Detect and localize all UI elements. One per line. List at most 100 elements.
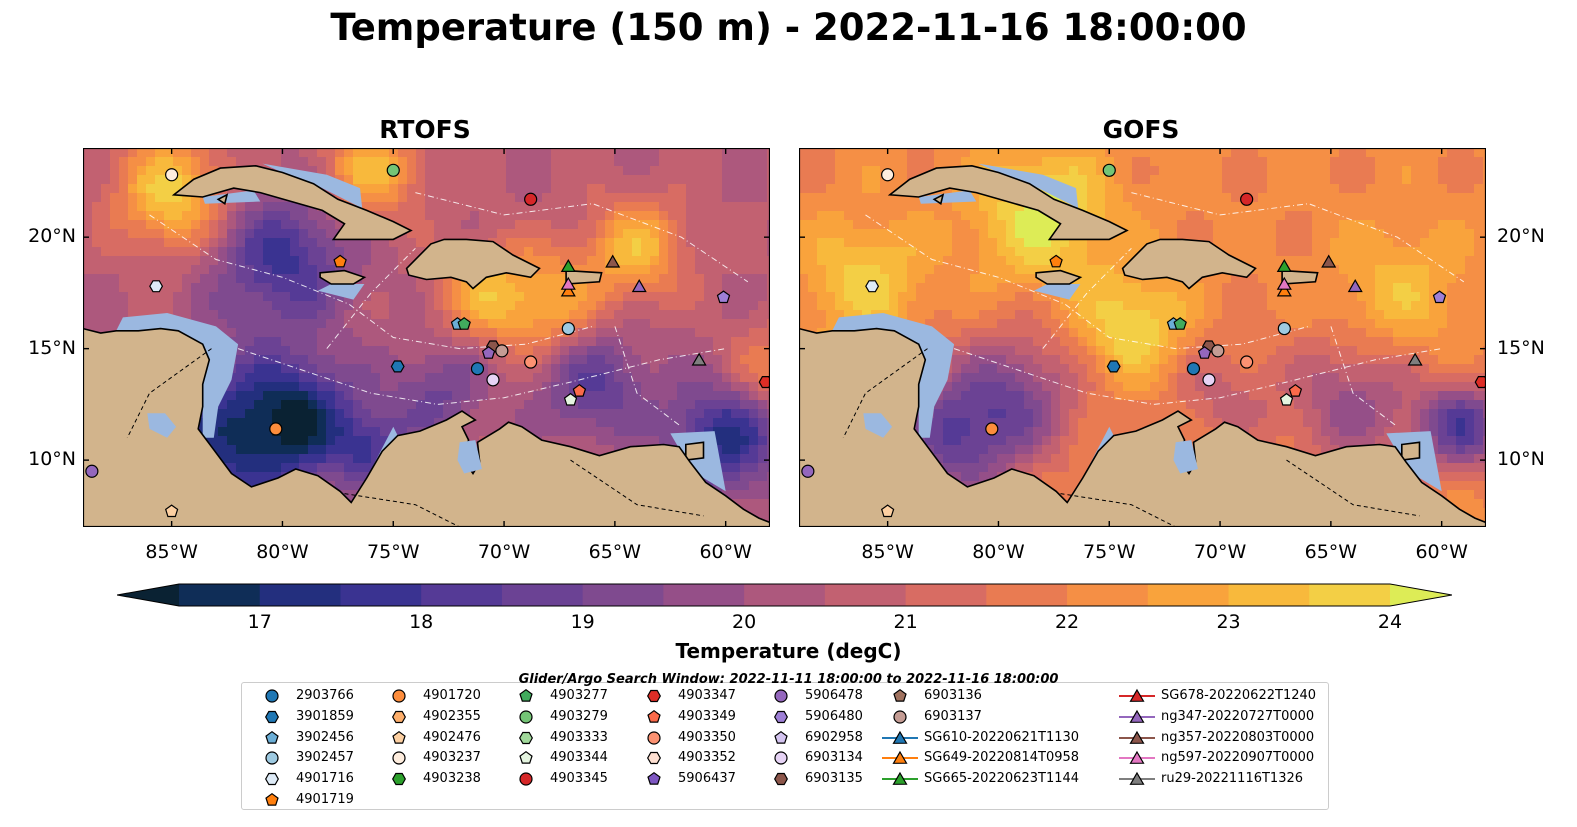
legend-label: SG665-20220623T1144 [924,771,1080,787]
eez-boundary [865,214,1309,350]
land-mass [171,164,413,241]
observation-marker [881,168,895,182]
legend-label: ru29-20221116T1326 [1161,771,1304,787]
legend-marker [892,751,908,765]
legend-marker [893,688,907,702]
legend-marker-icon [519,710,533,724]
legend-label: 2903766 [296,688,354,703]
gofs-lon-tick: 60°W [1415,541,1468,563]
legend-marker [774,730,788,744]
observation-marker [1211,344,1225,358]
legend-marker [892,730,908,744]
legend-label: 4903238 [423,771,481,787]
legend-marker [774,710,788,723]
land-mass [799,327,1486,527]
legend-marker [1129,730,1145,744]
colorbar-extend-high [1390,584,1452,606]
legend-marker [392,689,406,703]
observation-marker [880,504,895,518]
legend-label: 6903134 [805,750,863,766]
legend-marker [265,792,279,806]
observation-marker [1197,346,1212,359]
observation-marker [1288,383,1303,397]
observation-marker [631,278,647,293]
colorbar-segment [582,584,664,606]
eez-boundary [1042,247,1132,349]
legend-marker-icon [265,792,279,806]
legend-marker-icon [392,751,406,765]
land-mass [684,441,705,462]
legend-label: 5906437 [678,771,736,787]
land-mass [1035,269,1083,285]
legend-label: 4903349 [678,708,736,724]
colorbar-segment [1228,584,1310,606]
legend-marker-icon [265,773,279,786]
observation-marker [758,376,770,389]
observation-marker [1173,317,1187,330]
legend-marker [774,751,788,765]
rtofs-lon-tick: 80°W [256,541,309,563]
land-mass [887,164,1129,241]
legend-marker [647,709,661,723]
legend-label: 4903279 [550,708,608,724]
legend-label: SG649-20220814T0958 [924,750,1080,766]
legend-marker-icon [392,689,406,703]
eez-boundary [149,214,593,350]
shallow-shelf [317,284,365,300]
legend-marker-icon [519,751,533,765]
legend-marker-icon [392,773,406,786]
legend-marker [1129,688,1145,702]
legend-label: SG610-20220621T1130 [924,729,1080,745]
gofs-lon-tick: 65°W [1304,541,1358,563]
legend-marker-icon [882,771,918,786]
observation-marker [481,346,496,359]
observation-marker [1276,259,1292,273]
legend-label: 4901716 [296,771,354,787]
lake [1173,440,1198,474]
shallow-shelf [262,163,363,209]
rtofs-lon-tick: 75°W [367,541,420,563]
legend-marker-icon [519,772,533,786]
country-border [1060,493,1176,527]
observation-marker [691,352,707,366]
observation-marker [605,254,621,268]
search-window-label: Glider/Argo Search Window: 2022-11-11 18… [518,672,1059,687]
legend-marker [893,710,907,724]
legend-marker-icon [1119,730,1155,744]
land-mass [83,327,770,527]
gofs-lat-tick: 20°N [1497,225,1545,248]
observation-marker [1186,362,1201,376]
colorbar-label: Temperature (degC) [675,639,902,663]
observation-marker [1474,376,1486,389]
legend-marker-icon [1119,688,1155,702]
gofs-observations [801,163,1486,518]
legend-marker [265,730,279,744]
lake [863,413,893,438]
observation-marker [1347,278,1363,293]
legend-label: 6902958 [805,729,863,745]
colorbar-segment [905,584,987,606]
legend-label: 4903277 [550,688,608,703]
observation-marker [524,192,538,206]
observation-marker [1049,254,1063,268]
panel-title-rtofs: RTOFS [379,115,471,144]
observation-marker [85,464,99,478]
legend-marker [392,730,406,744]
gofs-lon-tick: 70°W [1193,541,1247,563]
colorbar [117,583,1452,607]
colorbar-segment [501,584,584,606]
colorbar-tick-label: 22 [1054,611,1080,633]
legend-marker-icon [265,689,279,703]
legend-marker-icon [1119,771,1155,786]
observation-marker [1277,321,1291,336]
colorbar-segment [340,584,422,606]
shallow-shelf [116,313,239,438]
colorbar-tick-label: 17 [247,611,272,633]
eez-boundary [326,247,416,349]
legend-marker [265,751,279,765]
gofs-lon-tick: 75°W [1083,541,1136,563]
legend-label: 3902457 [296,750,354,766]
lake [147,413,177,438]
legend-label: 4903237 [423,750,481,766]
rtofs-lat-tick: 20°N [28,225,76,248]
